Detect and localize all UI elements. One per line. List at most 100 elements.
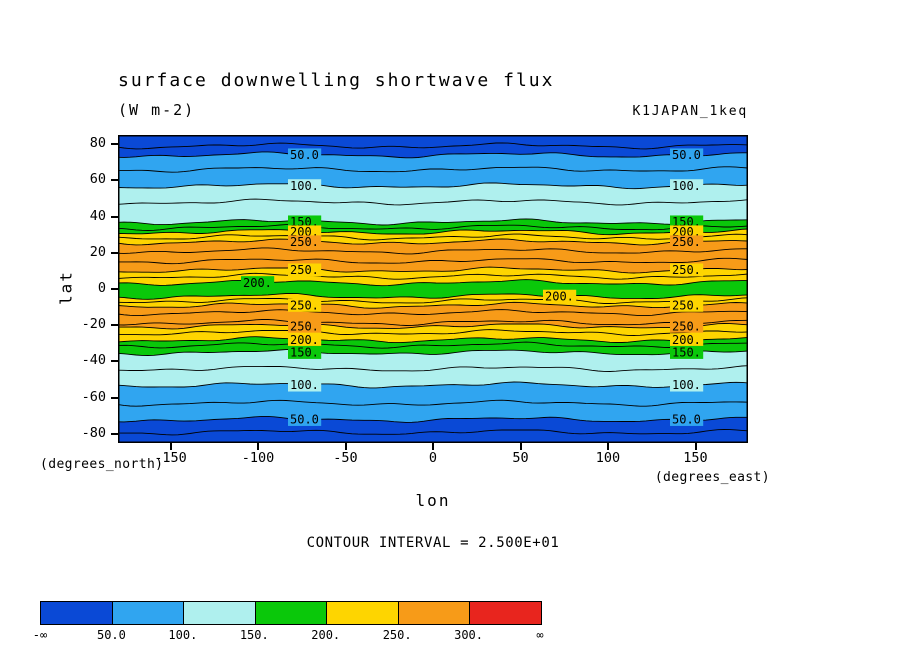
contour-label-bg — [288, 298, 322, 312]
y-tick-label: 20 — [89, 243, 106, 260]
contour-label-bg — [670, 333, 704, 347]
x-tick-label: 0 — [428, 450, 438, 466]
colorbar-tick-label: 200. — [311, 628, 341, 642]
contour-line — [118, 301, 748, 309]
contour-label-bg — [670, 298, 704, 312]
contour-interval-label: CONTOUR INTERVAL = 2.500E+01 — [306, 535, 560, 551]
contour-line — [118, 319, 748, 326]
contour-label: 250. — [672, 299, 701, 313]
y-tick-mark — [111, 215, 118, 218]
contour-band — [118, 349, 748, 372]
contour-line — [118, 292, 748, 300]
colorbar-segment — [184, 602, 256, 624]
chart-title: surface downwelling shortwave flux — [118, 70, 555, 91]
contour-line — [118, 399, 748, 407]
contour-line — [118, 341, 748, 349]
contour-line — [118, 238, 748, 246]
contour-band — [118, 416, 748, 435]
contour-line — [118, 182, 748, 190]
contour-band — [118, 151, 748, 173]
contour-line — [118, 415, 748, 423]
y-tick-mark — [111, 396, 118, 399]
contour-line — [118, 142, 748, 150]
y-tick-label: 40 — [89, 207, 106, 224]
contour-label-bg — [288, 345, 322, 359]
colorbar-tick-label: 100. — [168, 628, 198, 642]
contour-label-bg — [543, 289, 577, 303]
contour-label: 150. — [672, 346, 701, 360]
contour-band — [118, 319, 748, 329]
x-tick-mark — [169, 443, 172, 450]
y-tick-label: -80 — [81, 424, 106, 441]
y-tick-label: -40 — [81, 352, 106, 369]
colorbar — [40, 601, 542, 625]
contour-label-bg — [288, 215, 322, 229]
y-tick-mark — [111, 360, 118, 363]
colorbar-tick-label: -∞ — [32, 628, 48, 642]
colorbar-tick-label: 150. — [239, 628, 269, 642]
x-tick-label: -150 — [154, 450, 187, 466]
contour-band — [118, 336, 748, 349]
contour-line — [118, 309, 748, 317]
contour-label: 200. — [243, 276, 272, 290]
contour-band — [118, 182, 748, 205]
contour-band — [118, 309, 748, 326]
y-tick-label: 0 — [97, 280, 106, 296]
dataset-label: K1JAPAN_1keq — [632, 104, 748, 119]
x-tick-label: 150 — [683, 450, 708, 466]
contour-line — [118, 279, 748, 287]
y-tick-mark — [111, 179, 118, 182]
contour-line — [118, 198, 748, 206]
colorbar-segment — [41, 602, 113, 624]
contour-band — [118, 229, 748, 240]
y-axis-unit-label: (degrees_north) — [40, 457, 164, 472]
colorbar-segment — [470, 602, 542, 624]
contour-line — [118, 336, 748, 344]
colorbar-segment — [112, 602, 185, 624]
contour-line — [118, 151, 748, 159]
colorbar-segment — [327, 602, 399, 624]
contour-line — [118, 365, 748, 372]
y-tick-mark — [111, 251, 118, 254]
contour-line — [118, 166, 748, 173]
contour-label-bg — [288, 333, 322, 347]
x-axis-title: lon — [415, 491, 451, 510]
contour-label-bg — [288, 225, 322, 239]
contour-label: 250. — [290, 235, 319, 249]
contour-label: 200. — [672, 333, 701, 347]
contour-label-bg — [288, 263, 322, 277]
contour-band — [118, 323, 748, 336]
contour-band — [118, 166, 748, 189]
colorbar-tick-label: 50.0 — [96, 628, 126, 642]
contour-label-bg — [288, 179, 322, 193]
contour-line — [118, 329, 748, 336]
contour-band — [118, 279, 748, 300]
contour-label: 200. — [290, 333, 319, 347]
contour-label-bg — [288, 378, 322, 392]
contour-label: 100. — [290, 378, 319, 392]
contour-label-bg — [288, 148, 322, 162]
plot-border — [118, 135, 748, 443]
y-tick-label: 60 — [89, 171, 106, 188]
contour-label: 250. — [290, 319, 319, 333]
x-tick-mark — [519, 443, 522, 450]
contour-line — [118, 218, 748, 226]
y-tick-mark — [111, 143, 118, 146]
contour-band — [118, 273, 748, 286]
contour-line — [118, 257, 748, 265]
x-axis-unit-label: (degrees_east) — [654, 470, 770, 485]
contour-band — [118, 199, 748, 225]
contour-label: 250. — [290, 263, 319, 277]
contour-label-bg — [670, 378, 704, 392]
colorbar-segment — [255, 602, 328, 624]
x-tick-label: -50 — [333, 450, 358, 466]
y-tick-label: -60 — [81, 388, 106, 405]
contour-label: 50.0 — [290, 413, 319, 427]
contour-band — [118, 297, 748, 309]
contour-label: 150. — [290, 346, 319, 360]
contour-label-bg — [670, 412, 704, 426]
x-tick-mark — [257, 443, 259, 450]
contour-line — [118, 247, 748, 255]
contour-line — [118, 224, 748, 231]
